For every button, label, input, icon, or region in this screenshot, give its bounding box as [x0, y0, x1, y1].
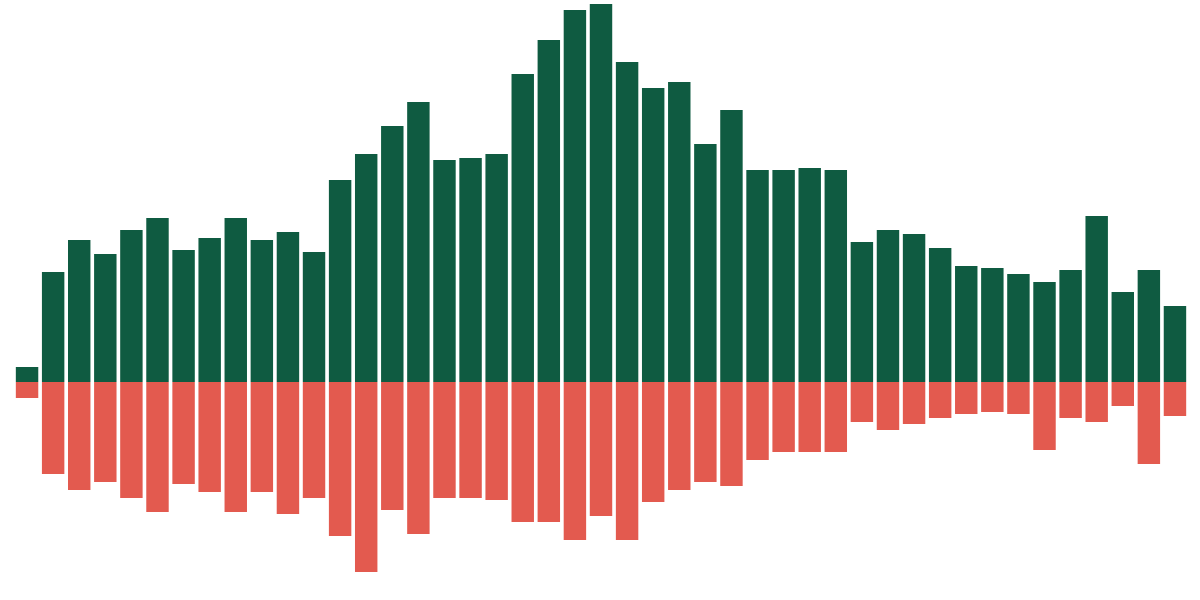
bar-positive	[1085, 216, 1107, 382]
bar-negative	[772, 382, 794, 452]
bar-positive	[877, 230, 899, 382]
bar-positive	[798, 168, 820, 382]
bar-negative	[564, 382, 586, 540]
bar-positive	[16, 367, 38, 382]
bar-negative	[720, 382, 742, 486]
bar-negative	[329, 382, 351, 536]
bar-negative	[1138, 382, 1160, 464]
bar-positive	[42, 272, 64, 382]
bar-positive	[277, 232, 299, 382]
bar-positive	[772, 170, 794, 382]
bar-negative	[94, 382, 116, 482]
bar-negative	[1007, 382, 1029, 414]
bar-positive	[94, 254, 116, 382]
bar-positive	[1033, 282, 1055, 382]
bar-positive	[720, 110, 742, 382]
bar-negative	[120, 382, 142, 498]
bar-positive	[355, 154, 377, 382]
bar-positive	[381, 126, 403, 382]
bar-negative	[225, 382, 247, 512]
bar-negative	[1059, 382, 1081, 418]
bar-negative	[433, 382, 455, 498]
bar-positive	[146, 218, 168, 382]
bar-negative	[538, 382, 560, 522]
bar-positive	[746, 170, 768, 382]
bar-positive	[459, 158, 481, 382]
bar-negative	[16, 382, 38, 398]
bar-positive	[433, 160, 455, 382]
bar-positive	[590, 4, 612, 382]
bar-negative	[459, 382, 481, 498]
bar-positive	[668, 82, 690, 382]
bar-positive	[955, 266, 977, 382]
bar-positive	[694, 144, 716, 382]
bar-positive	[642, 88, 664, 382]
bar-positive	[251, 240, 273, 382]
bar-positive	[329, 180, 351, 382]
bar-negative	[42, 382, 64, 474]
bar-negative	[1112, 382, 1134, 406]
bar-positive	[825, 170, 847, 382]
bar-negative	[172, 382, 194, 484]
bar-negative	[407, 382, 429, 534]
bar-negative	[798, 382, 820, 452]
bar-positive	[512, 74, 534, 382]
bar-negative	[198, 382, 220, 492]
bar-negative	[1033, 382, 1055, 450]
bar-positive	[198, 238, 220, 382]
bar-negative	[485, 382, 507, 500]
bar-positive	[1138, 270, 1160, 382]
bar-negative	[1164, 382, 1186, 416]
bar-positive	[981, 268, 1003, 382]
bar-negative	[381, 382, 403, 510]
bar-negative	[642, 382, 664, 502]
bar-positive	[407, 102, 429, 382]
bar-negative	[355, 382, 377, 572]
bar-negative	[68, 382, 90, 490]
bar-negative	[903, 382, 925, 424]
bar-positive	[68, 240, 90, 382]
bar-negative	[981, 382, 1003, 412]
bar-negative	[277, 382, 299, 514]
bar-negative	[929, 382, 951, 418]
bar-positive	[225, 218, 247, 382]
bar-negative	[746, 382, 768, 460]
bar-negative	[303, 382, 325, 498]
bar-positive	[929, 248, 951, 382]
bar-positive	[616, 62, 638, 382]
bar-positive	[564, 10, 586, 382]
bar-positive	[485, 154, 507, 382]
bar-positive	[1007, 274, 1029, 382]
bar-positive	[1112, 292, 1134, 382]
bar-negative	[694, 382, 716, 482]
bar-negative	[251, 382, 273, 492]
bar-positive	[172, 250, 194, 382]
bar-positive	[538, 40, 560, 382]
bar-positive	[120, 230, 142, 382]
bar-positive	[303, 252, 325, 382]
bar-negative	[825, 382, 847, 452]
bar-negative	[146, 382, 168, 512]
diverging-bar-chart	[0, 0, 1200, 600]
bar-positive	[1164, 306, 1186, 382]
bar-positive	[1059, 270, 1081, 382]
bar-negative	[877, 382, 899, 430]
bar-negative	[955, 382, 977, 414]
bar-negative	[590, 382, 612, 516]
bar-positive	[851, 242, 873, 382]
bar-negative	[616, 382, 638, 540]
bar-negative	[512, 382, 534, 522]
bar-negative	[668, 382, 690, 490]
bar-positive	[903, 234, 925, 382]
bar-negative	[1085, 382, 1107, 422]
bar-negative	[851, 382, 873, 422]
